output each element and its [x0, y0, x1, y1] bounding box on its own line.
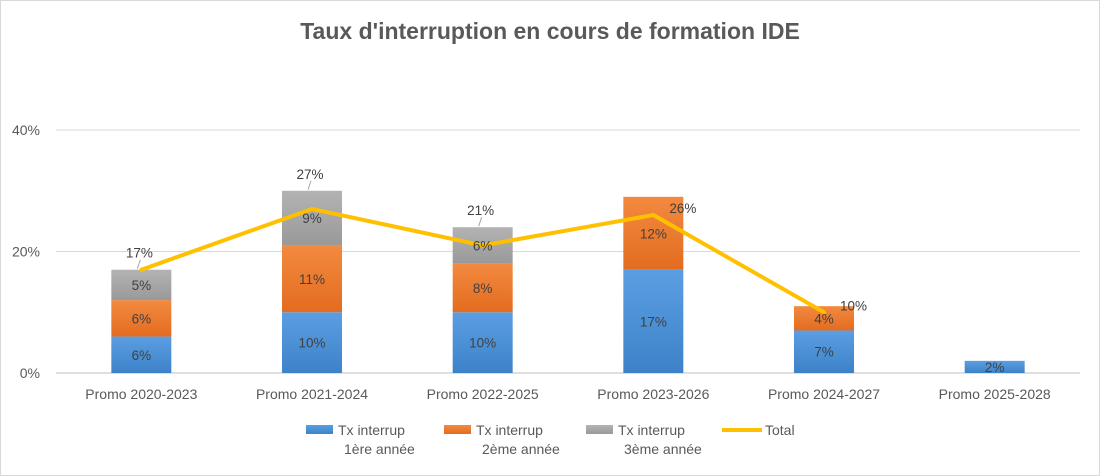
x-tick-label: Promo 2025-2028: [939, 386, 1051, 402]
legend-swatch: [444, 425, 471, 434]
bar-segment: [623, 269, 684, 373]
bar-data-label: 8%: [473, 281, 493, 296]
bar-segment: [452, 263, 513, 313]
bar-data-label: 2%: [985, 360, 1005, 375]
bar-segment: [111, 300, 172, 337]
bar-segment: [452, 312, 513, 373]
legend-swatch: [306, 425, 333, 434]
x-tick-label: Promo 2021-2024: [256, 386, 368, 402]
legend-label: Tx interrup: [338, 422, 405, 438]
legend-swatch: [586, 425, 613, 434]
bar-data-label: 6%: [473, 238, 493, 253]
legend-label: Tx interrup: [618, 422, 685, 438]
total-label-leader: [307, 180, 312, 190]
x-tick-label: Promo 2024-2027: [768, 386, 880, 402]
bar-segment: [623, 196, 684, 270]
bar-data-label: 10%: [298, 336, 325, 351]
total-data-label: 21%: [467, 203, 494, 218]
total-data-label: 26%: [669, 201, 696, 216]
total-line: [139, 206, 826, 315]
chart-title: Taux d'interruption en cours de formatio…: [300, 18, 800, 44]
x-tick-label: Promo 2023-2026: [597, 386, 709, 402]
legend-label-line2: 2ème année: [482, 441, 560, 457]
legend-label-line2: 1ère année: [344, 441, 415, 457]
bar-data-label: 5%: [132, 278, 152, 293]
x-tick-label: Promo 2020-2023: [85, 386, 197, 402]
y-tick-label: 40%: [12, 122, 40, 138]
total-data-label: 27%: [296, 167, 323, 182]
bar-data-label: 9%: [302, 211, 322, 226]
bar-data-label: 4%: [814, 311, 834, 326]
bar-segment: [794, 330, 854, 373]
bar-data-label: 10%: [469, 336, 496, 351]
bar-segment: [111, 269, 172, 301]
total-label-leader: [478, 217, 483, 227]
y-tick-label: 20%: [12, 244, 40, 260]
bar-data-label: 6%: [132, 348, 152, 363]
total-data-label: 10%: [840, 298, 867, 313]
total-data-label: 17%: [126, 246, 153, 261]
x-tick-label: Promo 2022-2025: [427, 386, 539, 402]
bar-data-label: 12%: [640, 226, 667, 241]
y-tick-label: 0%: [20, 365, 40, 381]
bar-segment: [282, 245, 342, 313]
legend-label: Total: [765, 422, 795, 438]
bar-data-label: 7%: [814, 345, 834, 360]
bar-data-label: 17%: [640, 314, 667, 329]
bar-segment: [282, 312, 342, 373]
legend-label: Tx interrup: [476, 422, 543, 438]
bar-segment: [964, 360, 1025, 373]
bar-data-label: 11%: [299, 272, 325, 287]
legend-label-line2: 3ème année: [624, 441, 702, 457]
bar-segment: [111, 336, 172, 373]
bar-data-label: 6%: [132, 311, 152, 326]
total-label-leader: [136, 259, 141, 269]
